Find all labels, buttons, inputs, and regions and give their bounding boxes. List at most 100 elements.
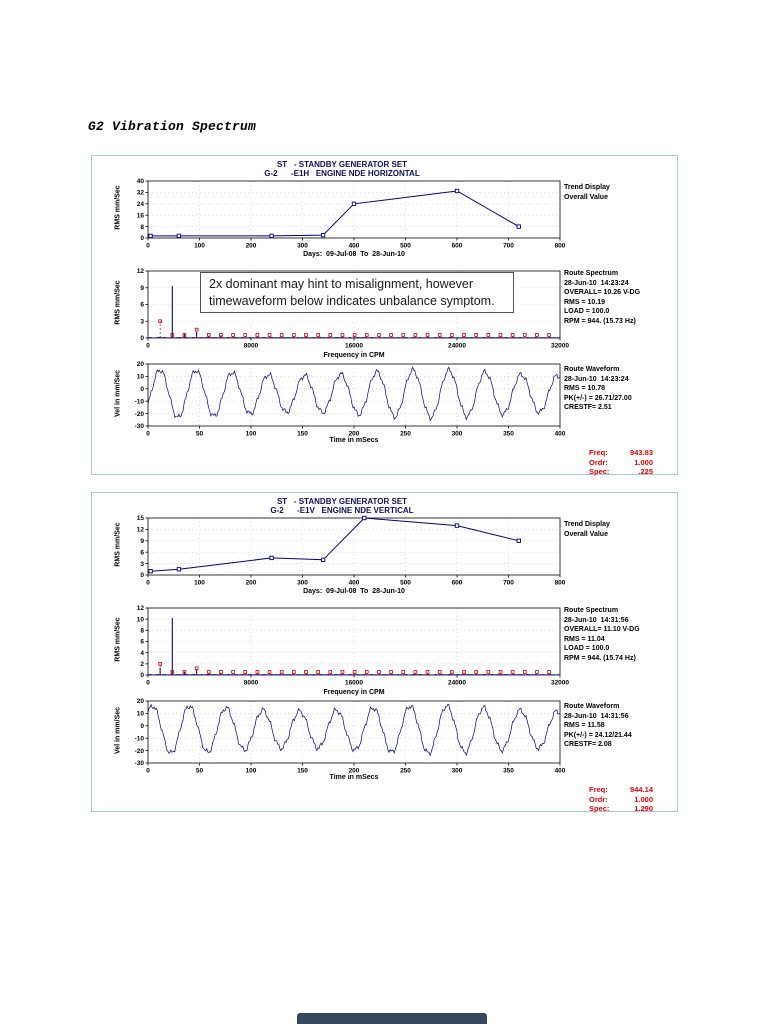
svg-text:-30: -30 — [135, 760, 145, 767]
svg-text:700: 700 — [503, 243, 514, 250]
trend-chart: 0 100 200 300 400 500 600 700 800 0 3 6 9 12 15 — [137, 515, 566, 587]
annotation-line: timewaveform below indicates unbalance s… — [209, 293, 495, 308]
waveform-side-label: PK(+/-) = 24.12/21.44 — [564, 731, 632, 739]
readout-row: Spec: .225 — [589, 467, 653, 476]
svg-text:500: 500 — [400, 580, 411, 587]
svg-text:200: 200 — [349, 768, 360, 775]
waveform-side-label: CRESTF= 2.51 — [564, 404, 612, 412]
waveform-side-label: Route Waveform — [564, 703, 620, 710]
svg-text:300: 300 — [452, 431, 463, 438]
waveform-side-label: Route Waveform — [564, 366, 620, 373]
svg-text:0: 0 — [140, 672, 144, 679]
svg-text:9: 9 — [140, 538, 144, 545]
spectrum-side-label: RPM = 944. (15.74 Hz) — [564, 654, 636, 662]
svg-text:0: 0 — [140, 386, 144, 393]
svg-text:800: 800 — [555, 580, 566, 587]
waveform-side-info: Route Waveform 28-Jun-10 14:31:56 RMS = 11… — [564, 702, 676, 750]
waveform-side-label: 28-Jun-10 14:31:56 — [564, 712, 629, 720]
spectrum-x-axis-label: Frequency in CPM — [323, 352, 385, 359]
svg-text:8000: 8000 — [244, 343, 259, 350]
waveform-y-axis-label: Vel in mm/Sec — [114, 369, 122, 418]
cursor-readout: Freq: 944.14 Ordr: 1.000 Spec: 1.290 — [589, 785, 653, 814]
trend-y-axis-label: RMS mm/Sec — [114, 185, 122, 230]
trend-side-label: Overall Value — [564, 193, 608, 201]
svg-text:400: 400 — [555, 768, 566, 775]
spectrum-y-axis-label: RMS mm/Sec — [114, 280, 122, 325]
svg-text:400: 400 — [349, 243, 360, 250]
measurement-point-title: G-2 -E1H ENGINE NDE HORIZONTAL — [264, 169, 420, 178]
svg-text:200: 200 — [246, 243, 257, 250]
svg-text:800: 800 — [555, 243, 566, 250]
waveform-side-info: Route Waveform 28-Jun-10 14:23:24 RMS = 10… — [564, 365, 676, 413]
readout-row: Freq: 944.14 — [589, 785, 653, 794]
svg-text:0: 0 — [146, 580, 150, 587]
svg-text:0: 0 — [140, 335, 144, 342]
svg-text:-20: -20 — [135, 411, 145, 418]
waveform-side-label: RMS = 11.58 — [564, 722, 605, 730]
page-title: G2 Vibration Spectrum — [88, 119, 257, 134]
trend-chart: 0 100 200 300 400 500 600 700 800 0 8 16 24 32 40 — [137, 178, 566, 250]
spectrum-side-info: Route Spectrum 28-Jun-10 14:31:56 OVERALL=… — [564, 606, 676, 664]
svg-text:0: 0 — [140, 235, 144, 242]
waveform-side-label: CRESTF= 2.08 — [564, 741, 612, 749]
readout-row: Spec: 1.290 — [589, 804, 653, 813]
svg-text:250: 250 — [400, 431, 411, 438]
viewer-toolbar-fragment[interactable] — [297, 1013, 487, 1024]
waveform-x-axis-label: Time in mSecs — [329, 437, 379, 444]
svg-text:350: 350 — [503, 431, 514, 438]
spectrum-y-axis-label: RMS mm/Sec — [114, 617, 122, 662]
spectrum-side-label: OVERALL= 10.26 V-DG — [564, 289, 641, 297]
trend-y-axis-label: RMS mm/Sec — [114, 522, 122, 567]
svg-text:-20: -20 — [135, 748, 145, 755]
report-panel-vertical: ST - STANDBY GENERATOR SET G-2 -E1V ENGI… — [91, 492, 678, 814]
svg-text:100: 100 — [246, 431, 257, 438]
svg-text:400: 400 — [555, 431, 566, 438]
svg-text:8: 8 — [140, 628, 144, 635]
svg-text:600: 600 — [452, 580, 463, 587]
waveform-y-axis-label: Vel in mm/Sec — [114, 706, 122, 755]
spectrum-side-label: RMS = 10.19 — [564, 298, 606, 306]
svg-text:2: 2 — [140, 661, 144, 668]
svg-text:24000: 24000 — [448, 680, 466, 687]
spectrum-side-label: Route Spectrum — [564, 607, 619, 614]
svg-text:32: 32 — [137, 190, 145, 197]
svg-text:4: 4 — [140, 650, 144, 657]
spectrum-side-info: Route Spectrum 28-Jun-10 14:23:24 OVERALL=… — [564, 269, 676, 327]
readout-row: Ordr: 1.000 — [589, 457, 653, 467]
svg-text:300: 300 — [297, 580, 308, 587]
svg-text:100: 100 — [194, 580, 205, 587]
svg-text:16000: 16000 — [345, 343, 363, 350]
svg-text:8: 8 — [140, 224, 144, 231]
svg-text:700: 700 — [503, 580, 514, 587]
spectrum-side-label: LOAD = 100.0 — [564, 308, 610, 316]
svg-text:6: 6 — [140, 302, 144, 309]
svg-text:3: 3 — [140, 318, 144, 325]
svg-text:24000: 24000 — [448, 343, 466, 350]
svg-text:100: 100 — [194, 243, 205, 250]
svg-text:10: 10 — [137, 374, 145, 381]
svg-text:-10: -10 — [135, 398, 145, 405]
trend-side-info: Trend Display Overall Value — [564, 520, 676, 539]
svg-text:6: 6 — [140, 639, 144, 646]
svg-text:16000: 16000 — [345, 680, 363, 687]
trend-x-axis-label: Days: 09-Jul-08 To 28-Jun-10 — [303, 588, 405, 595]
equipment-title: ST - STANDBY GENERATOR SET — [276, 497, 408, 506]
svg-text:9: 9 — [140, 285, 144, 292]
trend-side-label: Trend Display — [564, 521, 610, 528]
svg-text:300: 300 — [452, 768, 463, 775]
svg-text:600: 600 — [452, 243, 463, 250]
svg-text:15: 15 — [137, 515, 145, 522]
svg-text:0: 0 — [146, 243, 150, 250]
svg-text:150: 150 — [297, 768, 308, 775]
svg-text:250: 250 — [400, 768, 411, 775]
svg-text:0: 0 — [146, 680, 150, 687]
svg-text:400: 400 — [349, 580, 360, 587]
spectrum-chart: 0 8000 16000 24000 32000 0 2 4 6 8 10 12 — [137, 605, 570, 687]
svg-text:0: 0 — [140, 723, 144, 730]
svg-text:20: 20 — [137, 698, 145, 705]
spectrum-side-label: OVERALL= 11.10 V-DG — [564, 626, 640, 634]
analyst-annotation: 2x dominant may hint to misalignment, ho… — [200, 272, 514, 313]
readout-row: Freq: 943.83 — [589, 448, 653, 457]
equipment-title: ST - STANDBY GENERATOR SET — [276, 160, 408, 169]
